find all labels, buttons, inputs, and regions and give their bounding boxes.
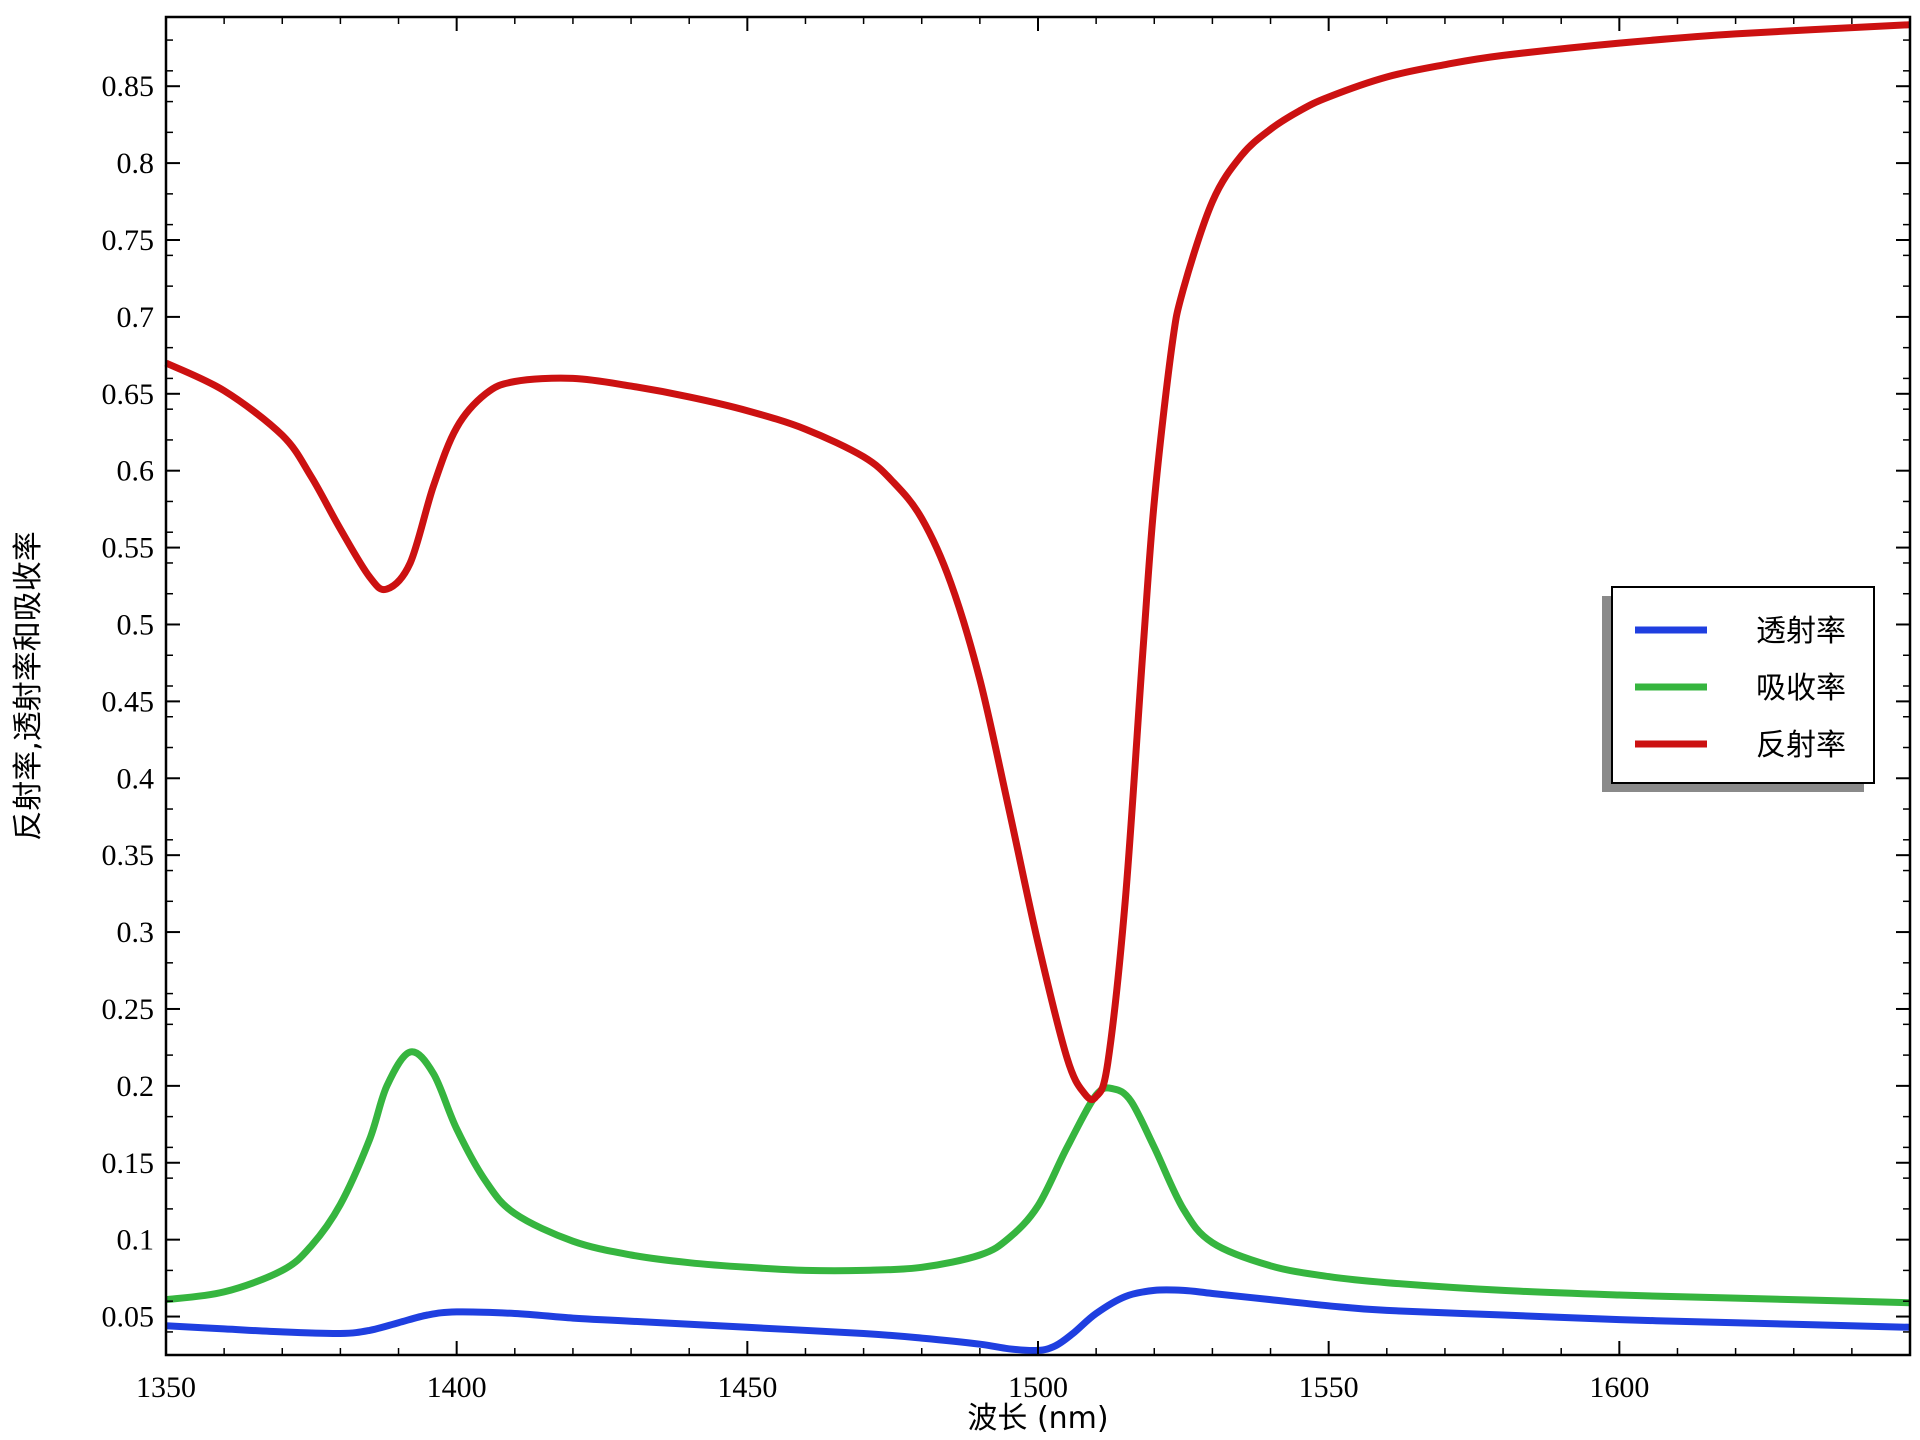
y-tick-label-10: 0.55 — [102, 532, 155, 565]
series-line-1 — [165, 1048, 1911, 1307]
series-line-0 — [165, 1286, 1911, 1355]
y-tick-label-11: 0.6 — [117, 455, 155, 488]
series-layer — [164, 21, 1911, 1355]
x-tick-label-2: 1450 — [717, 1371, 777, 1404]
series-line-2 — [164, 21, 1911, 1104]
y-tick-label-7: 0.4 — [117, 762, 155, 795]
y-tick-label-1: 0.1 — [117, 1224, 155, 1257]
y-tick-label-9: 0.5 — [117, 608, 155, 641]
y-tick-label-14: 0.75 — [102, 224, 155, 257]
x-tick-label-5: 1600 — [1589, 1371, 1649, 1404]
y-tick-label-16: 0.85 — [102, 70, 155, 103]
y-tick-label-2: 0.15 — [102, 1147, 155, 1180]
y-tick-label-6: 0.35 — [102, 839, 155, 872]
legend-label-1: 吸收率 — [1756, 671, 1846, 706]
x-axis-title: 波长 (nm) — [967, 1401, 1108, 1436]
ticks-layer: 1350 1400 1450 1500 1550 1600 0.05 0.1 0.15 0.2 0.… — [102, 17, 1910, 1404]
x-tick-label-0: 1350 — [136, 1371, 196, 1404]
y-tick-label-3: 0.2 — [117, 1070, 155, 1103]
y-tick-label-5: 0.3 — [117, 916, 155, 949]
y-tick-label-0: 0.05 — [102, 1301, 155, 1334]
y-tick-label-12: 0.65 — [102, 378, 155, 411]
y-tick-label-15: 0.8 — [117, 147, 155, 180]
y-axis-title: 反射率,透射率和吸收率 — [11, 531, 46, 841]
legend-label-0: 透射率 — [1756, 614, 1846, 649]
x-tick-label-1: 1400 — [427, 1371, 487, 1404]
y-tick-label-8: 0.45 — [102, 685, 155, 718]
y-tick-label-4: 0.25 — [102, 993, 155, 1026]
legend-label-2: 反射率 — [1756, 728, 1846, 763]
x-tick-label-4: 1550 — [1299, 1371, 1359, 1404]
x-tick-label-3: 1500 — [1008, 1371, 1068, 1404]
y-tick-label-13: 0.7 — [117, 301, 155, 334]
